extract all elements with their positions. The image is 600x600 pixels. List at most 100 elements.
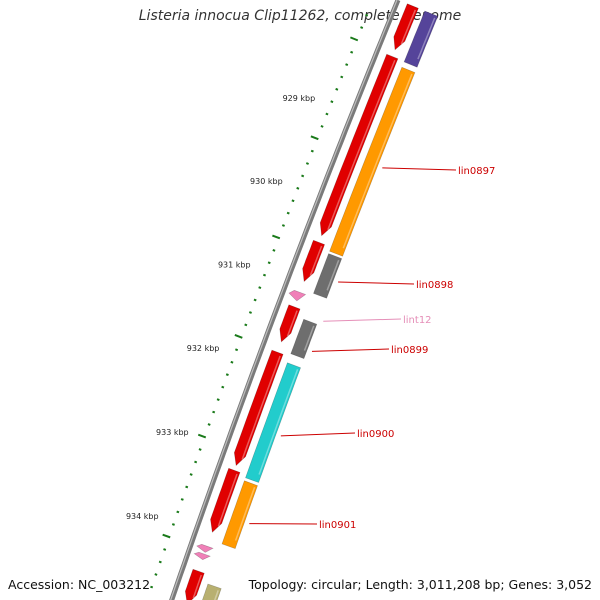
feature-shine-3 [286,310,298,337]
minor-tick [176,510,180,514]
feature-shine-6 [192,574,202,599]
gene-label: lin0899 [391,345,428,356]
tick-label: 929 kbp [283,94,316,103]
feature-cds_forward-1 [319,53,399,237]
feature-cds_forward-6 [184,568,205,600]
feature-shine-10 [303,325,315,351]
label-leader [338,281,415,285]
minor-tick [335,87,339,91]
minor-tick [365,13,369,17]
feature-shine-1 [327,60,396,231]
tick-label: 933 kbp [156,428,189,437]
label-layer: lin0897 lin0898 lint12 lin0899 lin0900 lin090… [249,166,495,531]
minor-tick [212,410,216,414]
minor-tick [286,211,290,215]
feature-purple-7 [403,10,439,68]
feature-cds_forward-3 [279,304,301,343]
feature-shine-12 [234,487,256,541]
gene-label: lin0897 [458,166,495,177]
major-tick [350,36,359,42]
minor-tick [262,273,267,277]
minor-tick [171,523,175,526]
label-leader [323,318,402,322]
feature-gray-9 [313,253,343,299]
minor-tick [189,473,193,476]
accession-text: Accession: NC_003212 [8,577,151,592]
minor-tick [248,311,252,314]
label-leader [382,167,457,171]
feature-shine-9 [326,259,340,291]
minor-tick [350,50,354,54]
major-tick [197,433,207,439]
minor-tick [272,248,276,252]
feature-cds_forward-0 [393,3,419,51]
feature-shine-13 [214,590,219,600]
tick-label: 932 kbp [187,344,220,353]
major-tick [272,234,281,240]
map-title: Listeria innocua Clip11262, complete gen… [138,8,462,24]
feature-cds_forward-5 [210,467,241,533]
minor-tick [258,286,262,289]
genome-summary: Topology: circular; Length: 3,011,208 bp… [248,577,592,592]
genome-backbone [169,0,401,600]
gene-label: lint12 [403,315,432,326]
label-leader [280,432,356,437]
feature-pink-16 [193,551,211,561]
minor-tick [158,560,162,564]
feature-shine-2 [309,245,323,276]
major-tick [162,533,171,539]
minor-tick [310,149,314,153]
minor-tick [235,348,239,352]
minor-tick [345,63,349,66]
feature-pink-15 [196,543,214,553]
minor-tick [154,573,158,576]
backbone-highlight [170,0,398,600]
gene-label: lin0901 [319,520,356,531]
feature-shine-4 [241,355,281,460]
minor-tick [230,360,234,364]
minor-tick [296,186,300,190]
minor-tick [330,100,334,104]
minor-tick [163,548,167,551]
tick-label: 931 kbp [218,261,251,270]
label-leader [311,348,390,352]
feature-cds_forward-2 [302,239,325,283]
tick-layer: 929 kbp 930 kbp 931 kbp 932 kbp 933 kbp 934 k… [126,13,369,589]
major-tick [310,135,319,141]
minor-tick [150,585,154,589]
gene-label: lin0900 [357,429,394,440]
minor-tick [221,385,225,389]
minor-tick [301,174,305,178]
feature-shine-7 [417,17,436,60]
minor-tick [305,162,309,165]
minor-tick [320,125,324,128]
minor-tick [198,448,202,451]
feature-orange-8 [329,66,416,257]
minor-tick [244,323,248,327]
minor-tick [267,261,271,265]
feature-gray-10 [290,318,318,359]
minor-tick [325,112,329,116]
minor-tick [207,423,211,426]
minor-tick [225,373,229,377]
major-tick [234,334,243,339]
feature-layer [169,0,439,600]
feature-cyan-11 [245,362,301,483]
feature-pink-14 [288,289,307,302]
feature-shine-8 [342,73,413,249]
feature-shine-11 [258,369,299,475]
minor-tick [281,224,285,227]
feature-orange-12 [221,480,258,549]
minor-tick [180,498,184,501]
tick-label: 934 kbp [126,512,159,521]
minor-tick [340,75,344,79]
minor-tick [253,298,257,302]
minor-tick [185,485,189,489]
minor-tick [194,460,198,464]
minor-tick [360,26,364,29]
tick-label: 930 kbp [250,177,283,186]
feature-shine-0 [400,9,416,45]
minor-tick [291,199,295,203]
minor-tick [216,398,220,401]
